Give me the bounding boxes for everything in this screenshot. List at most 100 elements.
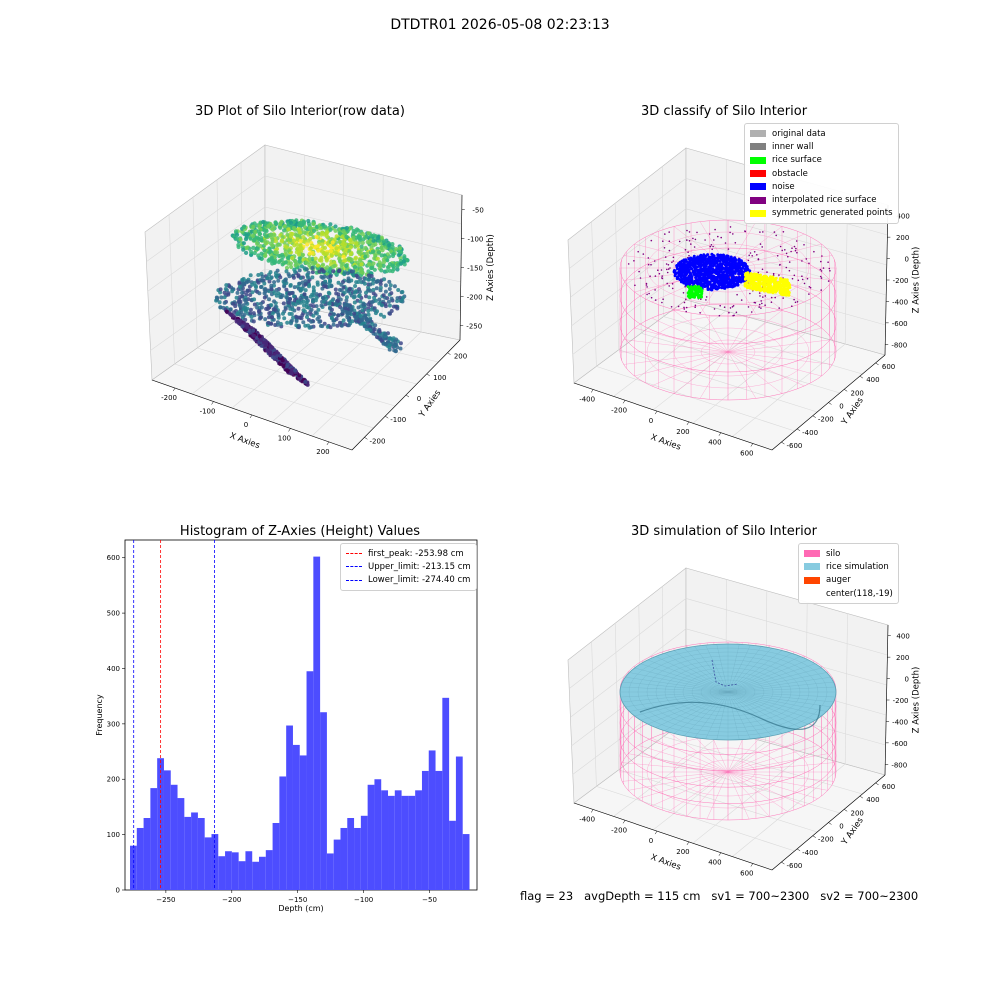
data-point xyxy=(262,295,267,300)
simulation-plot-title: 3D simulation of Silo Interior xyxy=(631,524,817,539)
interpolated-point xyxy=(778,307,780,309)
data-point xyxy=(259,337,264,342)
data-point xyxy=(346,303,351,308)
y-tick xyxy=(781,861,785,865)
symmetric-point xyxy=(784,287,788,291)
symmetric-point xyxy=(744,276,748,280)
x-tick-label: -400 xyxy=(579,815,595,823)
data-point xyxy=(234,295,239,300)
noise-point xyxy=(696,265,699,269)
data-point xyxy=(377,301,382,306)
data-point xyxy=(236,242,241,248)
noise-point xyxy=(699,264,703,268)
data-point xyxy=(369,274,374,278)
data-point xyxy=(401,259,406,264)
data-point xyxy=(245,325,250,330)
interpolated-point xyxy=(761,246,763,248)
interpolated-point xyxy=(685,298,687,301)
data-point xyxy=(288,296,293,301)
interpolated-point xyxy=(740,299,743,301)
interpolated-point xyxy=(751,255,753,257)
rice-point xyxy=(698,286,702,290)
data-point xyxy=(232,310,237,315)
x-tick xyxy=(718,432,722,436)
x-tick-label: 400 xyxy=(708,859,721,867)
legend-label: silo xyxy=(826,548,841,559)
noise-point xyxy=(713,279,717,283)
histogram-legend: first_peak: -253.98 cm Upper_limit: -213… xyxy=(340,543,477,591)
rice-mesh-spoke xyxy=(727,691,792,731)
z-tick-label: 0 xyxy=(904,676,908,684)
silo-cap-ring xyxy=(673,327,783,377)
x-tick-label: 0 xyxy=(244,421,248,429)
x-tick xyxy=(750,863,754,867)
data-point xyxy=(385,265,391,270)
histogram-bar xyxy=(435,770,443,890)
interpolated-point xyxy=(770,296,773,299)
data-point xyxy=(292,294,296,299)
symmetric-point xyxy=(785,291,789,295)
interpolated-point xyxy=(729,276,731,278)
data-point xyxy=(294,233,300,238)
data-point xyxy=(247,288,252,293)
interpolated-point xyxy=(705,299,707,301)
data-point xyxy=(333,287,338,292)
data-point xyxy=(341,318,346,323)
interpolated-point xyxy=(693,246,696,248)
data-point xyxy=(248,307,253,312)
data-point xyxy=(297,256,302,261)
grid-line xyxy=(732,343,846,437)
interpolated-point xyxy=(758,292,761,294)
rice-mesh-spoke xyxy=(727,691,801,728)
interpolated-point xyxy=(627,263,630,265)
data-point xyxy=(319,303,324,308)
legend-swatch xyxy=(750,170,766,178)
data-point xyxy=(402,254,407,259)
data-point xyxy=(390,263,395,268)
y-tick-label: 200 xyxy=(851,809,864,817)
interpolated-point xyxy=(788,261,791,263)
histogram-bar xyxy=(136,827,144,890)
data-point xyxy=(314,292,319,297)
interpolated-point xyxy=(684,249,687,251)
y-tick xyxy=(385,415,389,419)
data-point xyxy=(257,334,262,339)
interpolated-point xyxy=(665,263,668,265)
data-point xyxy=(377,260,382,265)
interpolated-point xyxy=(669,267,671,269)
grid-line xyxy=(569,598,687,689)
z-axis-title: Z Axies (Depth) xyxy=(486,234,496,301)
classify-plot-title: 3D classify of Silo Interior xyxy=(640,104,808,119)
interpolated-point xyxy=(688,254,690,257)
histogram-title: Histogram of Z-Axies (Height) Values xyxy=(179,524,421,539)
symmetric-point xyxy=(762,289,766,293)
interpolated-point xyxy=(729,226,732,228)
interpolated-point xyxy=(801,275,803,278)
histogram-bar xyxy=(347,818,355,890)
symmetric-point xyxy=(774,276,778,280)
data-point xyxy=(341,244,346,249)
data-point xyxy=(281,311,285,316)
data-point xyxy=(255,246,260,251)
interpolated-point xyxy=(813,250,815,253)
data-point xyxy=(297,249,302,254)
interpolated-point xyxy=(661,275,663,277)
noise-point xyxy=(685,260,689,263)
rice-mesh-spoke xyxy=(727,691,783,734)
data-point xyxy=(398,341,403,346)
rice-point xyxy=(692,286,696,290)
data-point xyxy=(388,283,393,288)
grid-line xyxy=(264,175,462,225)
data-point xyxy=(381,239,386,244)
data-point xyxy=(238,321,243,326)
interpolated-point xyxy=(654,275,657,277)
classify-legend: original data inner wall rice surface ob… xyxy=(744,123,899,225)
interpolated-point xyxy=(784,249,786,251)
interpolated-point xyxy=(696,231,698,234)
interpolated-point xyxy=(778,274,780,276)
y-tick xyxy=(859,375,864,379)
noise-point xyxy=(720,280,724,284)
data-point xyxy=(360,231,365,237)
data-point xyxy=(299,246,304,251)
noise-point xyxy=(693,272,697,276)
